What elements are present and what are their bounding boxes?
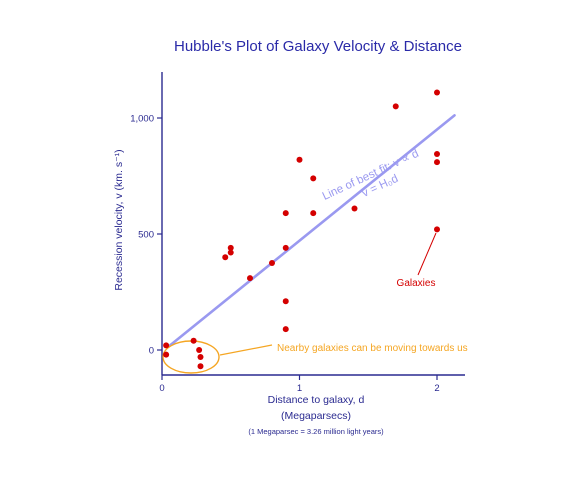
- galaxy-point: [434, 89, 440, 96]
- nearby-galaxies-ellipse: [162, 340, 220, 374]
- galaxy-point: [227, 244, 234, 251]
- galaxy-point: [282, 210, 289, 217]
- galaxy-point: [282, 244, 289, 251]
- galaxy-point: [282, 298, 289, 305]
- galaxy-point: [163, 351, 170, 358]
- galaxy-point: [197, 353, 204, 360]
- y-axis-label: Recession velocity, v (km. s⁻¹): [113, 149, 125, 290]
- galaxy-point: [392, 103, 399, 110]
- galaxy-point: [310, 175, 317, 182]
- y-ticks: 0 500 1,000: [130, 114, 162, 357]
- nearby-galaxies-pointer: [219, 344, 273, 356]
- galaxy-point: [296, 156, 303, 163]
- chart-title: Hubble's Plot of Galaxy Velocity & Dista…: [174, 38, 462, 55]
- galaxy-points: [163, 89, 440, 370]
- galaxies-label: Galaxies: [397, 278, 436, 289]
- galaxy-point: [434, 159, 440, 166]
- best-fit-line: [166, 114, 456, 349]
- galaxy-point: [222, 254, 229, 261]
- galaxy-point: [197, 363, 204, 370]
- x-axis-unit: (Megaparsecs): [281, 410, 351, 422]
- galaxy-point: [310, 210, 317, 217]
- galaxy-point: [269, 260, 275, 266]
- x-tick-label: 2: [434, 383, 439, 394]
- galaxies-pointer: [417, 232, 437, 276]
- galaxy-point: [351, 205, 358, 212]
- x-axis-note: (1 Megaparsec = 3.26 million light years…: [248, 427, 384, 436]
- y-tick-label: 0: [149, 346, 154, 357]
- galaxy-point: [247, 275, 253, 282]
- y-tick-label: 1,000: [130, 114, 154, 125]
- galaxy-point: [196, 347, 203, 353]
- nearby-galaxies-label: Nearby galaxies can be moving towards us: [277, 343, 468, 354]
- galaxy-point: [190, 337, 197, 344]
- galaxy-point: [163, 342, 170, 349]
- axes: [161, 72, 465, 376]
- x-tick-label: 0: [159, 383, 164, 394]
- galaxy-point: [434, 150, 440, 157]
- galaxy-point: [227, 249, 234, 256]
- x-ticks: 0 1 2: [159, 375, 440, 394]
- galaxy-point: [282, 326, 289, 333]
- y-tick-label: 500: [138, 230, 154, 241]
- x-tick-label: 1: [297, 383, 302, 394]
- galaxy-point: [434, 226, 440, 233]
- x-axis-label: Distance to galaxy, d: [268, 394, 365, 406]
